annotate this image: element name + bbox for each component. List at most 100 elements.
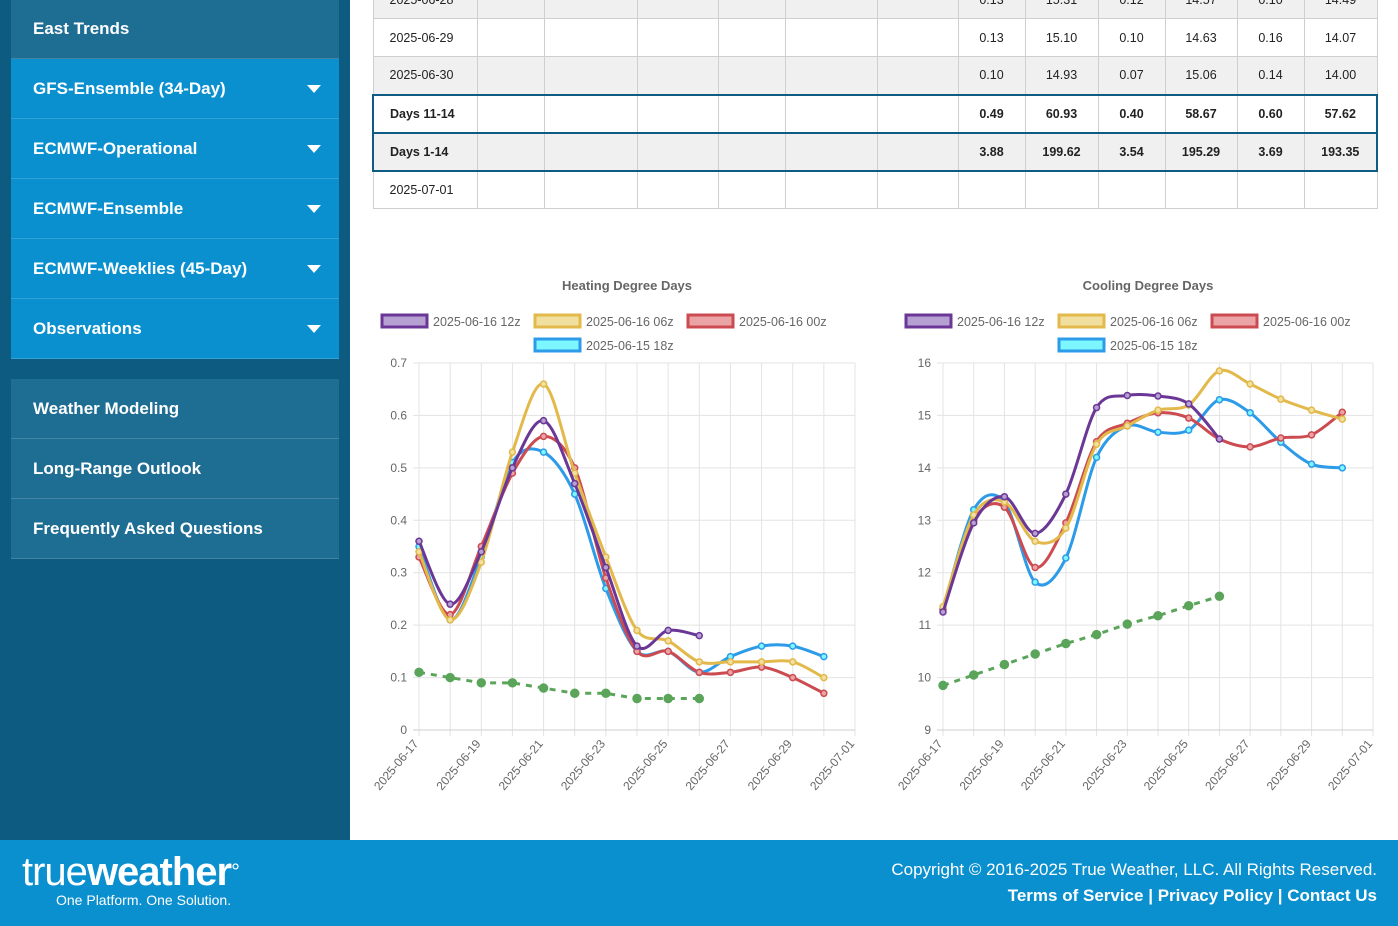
data-point[interactable]	[1184, 414, 1193, 422]
data-point[interactable]	[1214, 591, 1225, 602]
legend-item[interactable]: 2025-06-16 06z	[533, 313, 674, 329]
data-point[interactable]	[1000, 492, 1009, 501]
data-point[interactable]	[1338, 464, 1347, 472]
data-point[interactable]	[569, 688, 580, 699]
data-point[interactable]	[414, 667, 424, 678]
data-point[interactable]	[633, 626, 641, 635]
data-point[interactable]	[1092, 453, 1101, 462]
data-point[interactable]	[820, 652, 828, 661]
data-point[interactable]	[476, 678, 487, 688]
data-point[interactable]	[695, 668, 704, 677]
data-point[interactable]	[757, 658, 766, 666]
data-point[interactable]	[664, 637, 672, 645]
data-point[interactable]	[538, 683, 549, 693]
data-point[interactable]	[1246, 380, 1254, 388]
data-point[interactable]	[1122, 619, 1133, 629]
data-point[interactable]	[570, 479, 579, 488]
data-point[interactable]	[446, 600, 454, 608]
data-point[interactable]	[1153, 610, 1163, 621]
data-point[interactable]	[1031, 578, 1039, 586]
chevron-down-icon[interactable]	[307, 324, 321, 333]
sidebar-item-frequently-asked-questions[interactable]: Frequently Asked Questions	[11, 499, 339, 559]
data-point[interactable]	[1123, 391, 1132, 400]
data-point[interactable]	[726, 658, 735, 666]
data-point[interactable]	[820, 673, 828, 682]
data-point[interactable]	[445, 672, 455, 683]
data-point[interactable]	[446, 616, 454, 624]
privacy-policy-link[interactable]: Privacy Policy	[1157, 886, 1274, 905]
legend-item[interactable]: 2025-06-16 06z	[1057, 313, 1198, 329]
data-point[interactable]	[632, 693, 642, 704]
data-point[interactable]	[757, 642, 766, 650]
data-point[interactable]	[1246, 443, 1254, 451]
data-point[interactable]	[1092, 440, 1101, 449]
data-point[interactable]	[1277, 395, 1285, 403]
data-point[interactable]	[602, 563, 610, 572]
data-point[interactable]	[539, 432, 548, 441]
data-point[interactable]	[601, 688, 611, 699]
data-point[interactable]	[1183, 600, 1194, 611]
data-point[interactable]	[539, 380, 548, 388]
sidebar-item-weather-modeling[interactable]: Weather Modeling	[11, 379, 339, 439]
data-point[interactable]	[508, 448, 517, 456]
chevron-down-icon[interactable]	[307, 204, 321, 213]
data-point[interactable]	[1154, 392, 1162, 400]
trueweather-logo[interactable]: trueweather° One Platform. One Solution.	[22, 850, 240, 908]
data-point[interactable]	[695, 658, 704, 666]
data-point[interactable]	[664, 647, 672, 656]
data-point[interactable]	[788, 642, 797, 650]
legend-item[interactable]: 2025-06-16 00z	[1210, 313, 1351, 329]
data-point[interactable]	[1031, 529, 1039, 538]
data-point[interactable]	[539, 416, 548, 425]
data-point[interactable]	[539, 448, 548, 456]
chevron-down-icon[interactable]	[307, 144, 321, 153]
legend-item[interactable]: 2025-06-15 18z	[533, 337, 674, 353]
terms-of-service-link[interactable]: Terms of Service	[1007, 886, 1144, 905]
data-point[interactable]	[1062, 554, 1070, 562]
data-point[interactable]	[1246, 409, 1254, 417]
data-point[interactable]	[1031, 537, 1039, 546]
data-point[interactable]	[1277, 434, 1285, 442]
data-point[interactable]	[633, 642, 641, 650]
legend-item[interactable]: 2025-06-16 12z	[380, 313, 521, 329]
data-point[interactable]	[1031, 563, 1039, 572]
data-point[interactable]	[663, 693, 673, 704]
sidebar-item-east-trends[interactable]: East Trends	[11, 0, 339, 59]
data-point[interactable]	[1307, 431, 1316, 439]
sidebar-item-observations[interactable]: Observations	[11, 299, 339, 359]
data-point[interactable]	[1307, 460, 1316, 468]
data-point[interactable]	[726, 668, 735, 677]
sidebar-item-ecmwf-weeklies-45-day[interactable]: ECMWF-Weeklies (45-Day)	[11, 239, 339, 299]
data-point[interactable]	[968, 670, 979, 680]
data-point[interactable]	[1154, 406, 1162, 414]
data-point[interactable]	[695, 631, 704, 640]
data-point[interactable]	[1338, 408, 1347, 417]
data-point[interactable]	[508, 464, 517, 472]
data-point[interactable]	[1061, 638, 1071, 649]
chevron-down-icon[interactable]	[307, 264, 321, 273]
sidebar-item-gfs-ensemble-34-day[interactable]: GFS-Ensemble (34-Day)	[11, 59, 339, 119]
data-point[interactable]	[1307, 406, 1316, 414]
data-point[interactable]	[694, 693, 705, 704]
data-point[interactable]	[999, 659, 1010, 670]
sidebar-item-ecmwf-ensemble[interactable]: ECMWF-Ensemble	[11, 179, 339, 239]
data-point[interactable]	[1215, 435, 1224, 443]
data-point[interactable]	[1091, 629, 1102, 640]
data-point[interactable]	[1123, 422, 1132, 430]
sidebar-item-ecmwf-operational[interactable]: ECMWF-Operational	[11, 119, 339, 179]
data-point[interactable]	[788, 673, 797, 682]
data-point[interactable]	[477, 547, 486, 556]
data-point[interactable]	[1338, 415, 1347, 423]
data-point[interactable]	[1184, 426, 1193, 434]
contact-us-link[interactable]: Contact Us	[1287, 886, 1377, 905]
data-point[interactable]	[664, 626, 672, 635]
data-point[interactable]	[1215, 367, 1224, 375]
data-point[interactable]	[820, 689, 828, 698]
data-point[interactable]	[1062, 524, 1070, 532]
data-point[interactable]	[507, 678, 518, 688]
data-point[interactable]	[415, 537, 423, 546]
data-point[interactable]	[1154, 428, 1162, 436]
data-point[interactable]	[788, 658, 797, 666]
data-point[interactable]	[939, 608, 947, 616]
legend-item[interactable]: 2025-06-16 12z	[904, 313, 1045, 329]
